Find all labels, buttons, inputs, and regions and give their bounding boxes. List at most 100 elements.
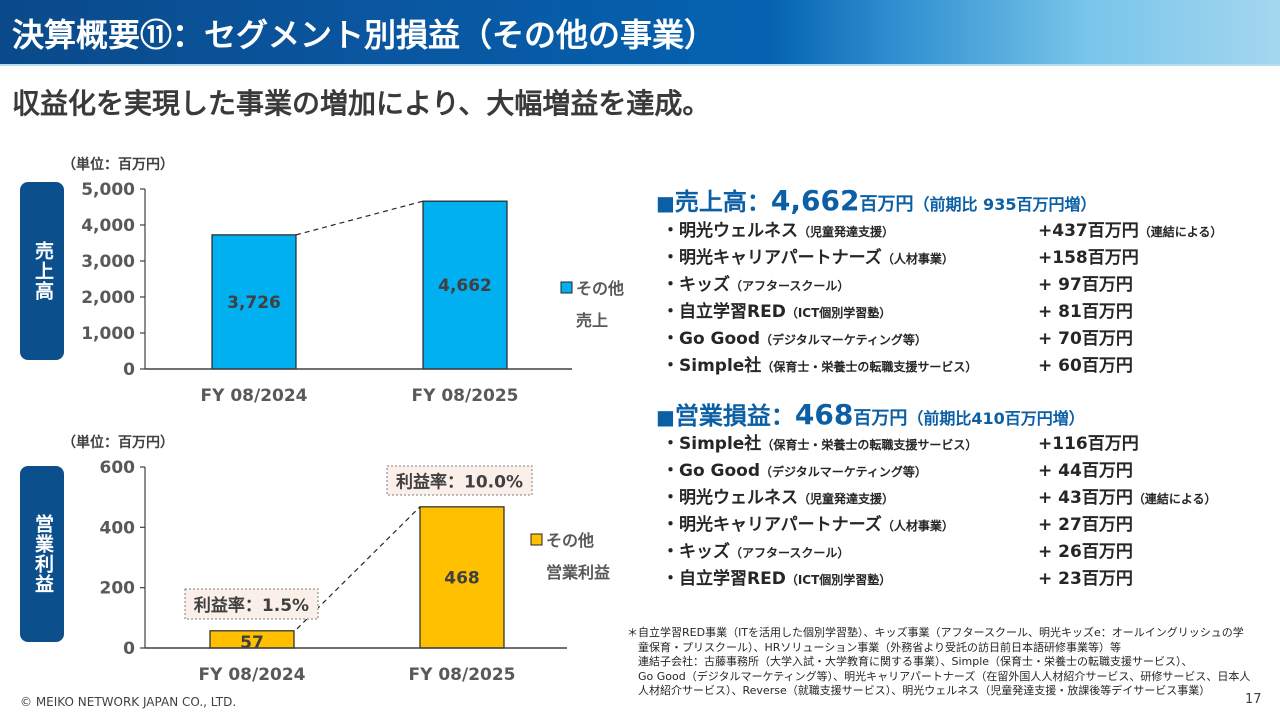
- y-tick-label: 4,000: [81, 216, 135, 236]
- margin-callout-text: 利益率：1.5%: [194, 595, 309, 616]
- item-value: + 26百万円: [1038, 537, 1133, 562]
- item-name-main: ・キッズ: [662, 542, 730, 562]
- x-tick-label: FY 08/2024: [200, 386, 307, 406]
- y-tick-label: 0: [123, 360, 135, 380]
- item-value: +158百万円: [1038, 243, 1139, 268]
- item-name-main: ・明光キャリアパートナーズ: [662, 248, 882, 268]
- bar: [211, 234, 297, 370]
- profit-side-tag: 営業利益: [20, 466, 64, 642]
- item-name-sub: （ICT個別学習塾）: [785, 306, 892, 320]
- list-item: ・Simple社（保育士・栄養士の転職支援サービス） +116百万円: [662, 429, 1272, 456]
- bar: [419, 506, 505, 649]
- footnote-line: 童保育・プリスクール）、HRソリューション事業（外務省より受託の訪日前日本語研修…: [627, 640, 1121, 654]
- profit-heading-note: （前期比410百万円増）: [907, 409, 1085, 428]
- list-item: ・明光キャリアパートナーズ（人材事業） + 27百万円: [662, 510, 1272, 537]
- profit-section-heading: ■営業損益：468百万円（前期比410百万円増）: [656, 396, 1085, 431]
- list-item: ・明光ウェルネス（児童発達支援） + 43百万円（連結による）: [662, 483, 1272, 510]
- item-name-sub: （アフタースクール）: [730, 279, 850, 293]
- item-name-main: ・明光キャリアパートナーズ: [662, 515, 882, 535]
- x-tick-label: FY 08/2025: [411, 386, 518, 406]
- footnote-line: Go Good（デジタルマーケティング等）、明光キャリアパートナーズ（在留外国人…: [627, 669, 1251, 683]
- profit-heading-value: 468: [794, 398, 854, 431]
- list-item: ・Go Good（デジタルマーケティング等） + 70百万円: [662, 324, 1272, 351]
- margin-callout-box: [184, 588, 319, 620]
- profit-side-tag-text: 営業利益: [31, 514, 54, 594]
- sales-unit-label: （単位：百万円）: [62, 157, 174, 173]
- data-label: 57: [240, 633, 264, 653]
- y-tick-label: 400: [100, 518, 136, 538]
- item-name-sub: （ICT個別学習塾）: [785, 573, 892, 587]
- item-value: + 70百万円: [1038, 324, 1133, 349]
- y-tick-label: 5,000: [81, 180, 135, 200]
- legend-swatch: [530, 533, 543, 546]
- item-name-sub: （保育士・栄養士の転職支援サービス）: [761, 438, 978, 452]
- item-name-main: ・Simple社: [662, 356, 762, 376]
- item-name-main: ・Go Good: [662, 461, 761, 481]
- item-value: +116百万円: [1038, 429, 1139, 454]
- y-tick-label: 2,000: [81, 288, 135, 308]
- x-tick-label: FY 08/2024: [198, 665, 305, 685]
- profit-chart: 0 200 400 600 57 FY 08/2024 468 FY 08/2025 その他営業…: [100, 458, 611, 685]
- legend-label: その他: [576, 279, 624, 298]
- bar: [422, 200, 508, 370]
- list-item: ・自立学習RED（ICT個別学習塾） + 81百万円: [662, 297, 1272, 324]
- data-label: 4,662: [438, 276, 492, 296]
- item-value: +437百万円（連結による）: [1038, 216, 1222, 241]
- item-value-amount: +116百万円: [1038, 434, 1139, 454]
- item-value: + 97百万円: [1038, 270, 1133, 295]
- footnote: ＊自立学習RED事業（ITを活用した個別学習塾）、キッズ事業（アフタースクール、…: [627, 626, 1251, 699]
- x-tick-label: FY 08/2025: [408, 665, 515, 685]
- item-value-note: （連結による）: [1138, 225, 1223, 239]
- item-value: + 81百万円: [1038, 297, 1133, 322]
- item-value-note: （連結による）: [1132, 492, 1217, 506]
- page-number: 17: [1245, 692, 1262, 707]
- page-subtitle: 収益化を実現した事業の増加により、大幅増益を達成。: [12, 87, 711, 120]
- sales-side-tag-text: 売上高: [31, 241, 54, 301]
- item-value-amount: +437百万円: [1038, 221, 1139, 241]
- profit-heading-unit: 百万円: [853, 408, 908, 429]
- item-name: ・Go Good（デジタルマーケティング等）: [662, 324, 927, 349]
- item-name: ・明光ウェルネス（児童発達支援）: [662, 216, 894, 241]
- data-label: 3,726: [227, 293, 281, 313]
- item-name: ・明光ウェルネス（児童発達支援）: [662, 483, 894, 508]
- footnote-line: 人材紹介サービス）、Reverse（就職支援サービス）、明光ウェルネス（児童発達…: [627, 684, 1211, 697]
- y-tick-label: 3,000: [81, 252, 135, 272]
- list-item: ・キッズ（アフタースクール） + 97百万円: [662, 270, 1272, 297]
- profit-unit-label: （単位：百万円）: [62, 435, 174, 451]
- item-value-amount: + 60百万円: [1038, 356, 1133, 376]
- item-name-sub: （人材事業）: [881, 519, 954, 533]
- item-value-amount: + 81百万円: [1038, 302, 1133, 322]
- margin-callout-box: [386, 465, 533, 496]
- item-name-sub: （人材事業）: [881, 252, 954, 266]
- item-value-amount: +158百万円: [1038, 248, 1139, 268]
- item-name-main: ・Simple社: [662, 434, 762, 454]
- y-tick-label: 600: [100, 458, 136, 478]
- item-name-main: ・キッズ: [662, 275, 730, 295]
- item-value: + 44百万円: [1038, 456, 1133, 481]
- sales-heading-value: 4,662: [770, 184, 860, 217]
- item-name-sub: （児童発達支援）: [798, 492, 895, 506]
- item-name-sub: （デジタルマーケティング等）: [760, 465, 927, 479]
- item-name: ・明光キャリアパートナーズ（人材事業）: [662, 243, 954, 268]
- item-name: ・Simple社（保育士・栄養士の転職支援サービス）: [662, 429, 977, 454]
- margin-callout-text: 利益率：10.0%: [396, 472, 523, 493]
- item-name-main: ・自立学習RED: [662, 302, 786, 322]
- item-name-main: ・明光ウェルネス: [662, 221, 798, 241]
- copyright: © MEIKO NETWORK JAPAN CO., LTD.: [20, 695, 237, 709]
- item-name: ・キッズ（アフタースクール）: [662, 537, 849, 562]
- sales-side-tag: 売上高: [20, 182, 64, 360]
- item-name: ・自立学習RED（ICT個別学習塾）: [662, 297, 891, 322]
- footnote-line: 連結子会社：古藤事務所（大学入試・大学教育に関する事業）、Simple（保育士・…: [627, 655, 1193, 668]
- square-bullet-icon: ■: [656, 405, 675, 429]
- square-bullet-icon: ■: [656, 191, 675, 215]
- item-name: ・キッズ（アフタースクール）: [662, 270, 849, 295]
- page-title: 決算概要⑪：セグメント別損益（その他の事業）: [12, 16, 717, 54]
- sales-section-heading: ■売上高：4,662百万円（前期比 935百万円増）: [656, 182, 1096, 217]
- item-name-main: ・明光ウェルネス: [662, 488, 798, 508]
- item-value-amount: + 23百万円: [1038, 569, 1133, 589]
- item-value: + 60百万円: [1038, 351, 1133, 376]
- item-name-main: ・自立学習RED: [662, 569, 786, 589]
- legend-label: 売上: [576, 311, 608, 330]
- sales-heading-label: 売上高：: [674, 188, 771, 216]
- item-name: ・Go Good（デジタルマーケティング等）: [662, 456, 927, 481]
